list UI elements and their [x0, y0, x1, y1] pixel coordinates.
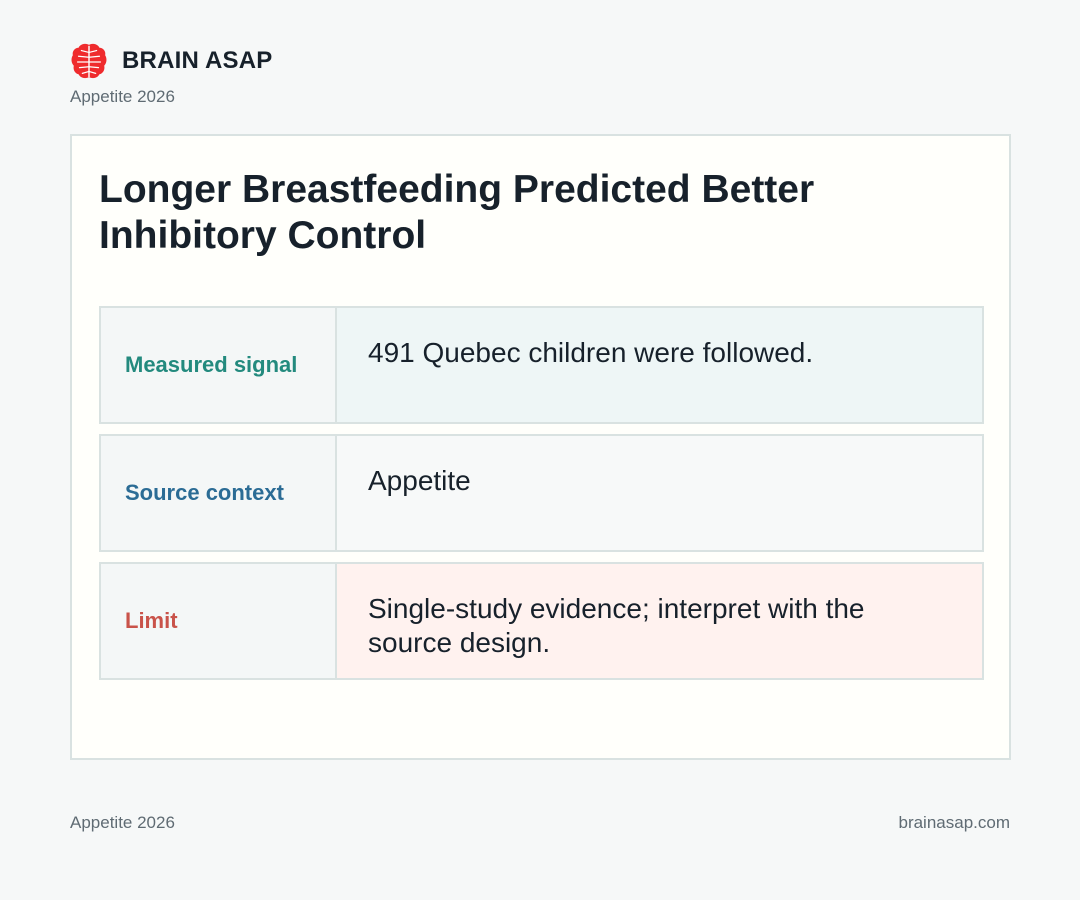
row-value-limit: Single-study evidence; interpret with th…	[337, 564, 982, 678]
row-value-source-context: Appetite	[337, 436, 982, 550]
row-source-context: Source context Appetite	[99, 434, 984, 552]
row-measured-signal: Measured signal 491 Quebec children were…	[99, 306, 984, 424]
footer-source: Appetite 2026	[70, 813, 175, 832]
header-subtitle: Appetite 2026	[70, 87, 175, 106]
row-label-source-context: Source context	[101, 436, 337, 550]
brain-icon	[71, 43, 107, 79]
row-label-measured-signal: Measured signal	[101, 308, 337, 422]
row-limit: Limit Single-study evidence; interpret w…	[99, 562, 984, 680]
row-value-measured-signal: 491 Quebec children were followed.	[337, 308, 982, 422]
summary-card: Longer Breastfeeding Predicted Better In…	[70, 134, 1011, 760]
card-title: Longer Breastfeeding Predicted Better In…	[99, 168, 815, 257]
brand: BRAIN ASAP	[70, 41, 272, 81]
row-label-limit: Limit	[101, 564, 337, 678]
brand-name: BRAIN ASAP	[122, 47, 273, 74]
footer-website: brainasap.com	[898, 813, 1010, 832]
